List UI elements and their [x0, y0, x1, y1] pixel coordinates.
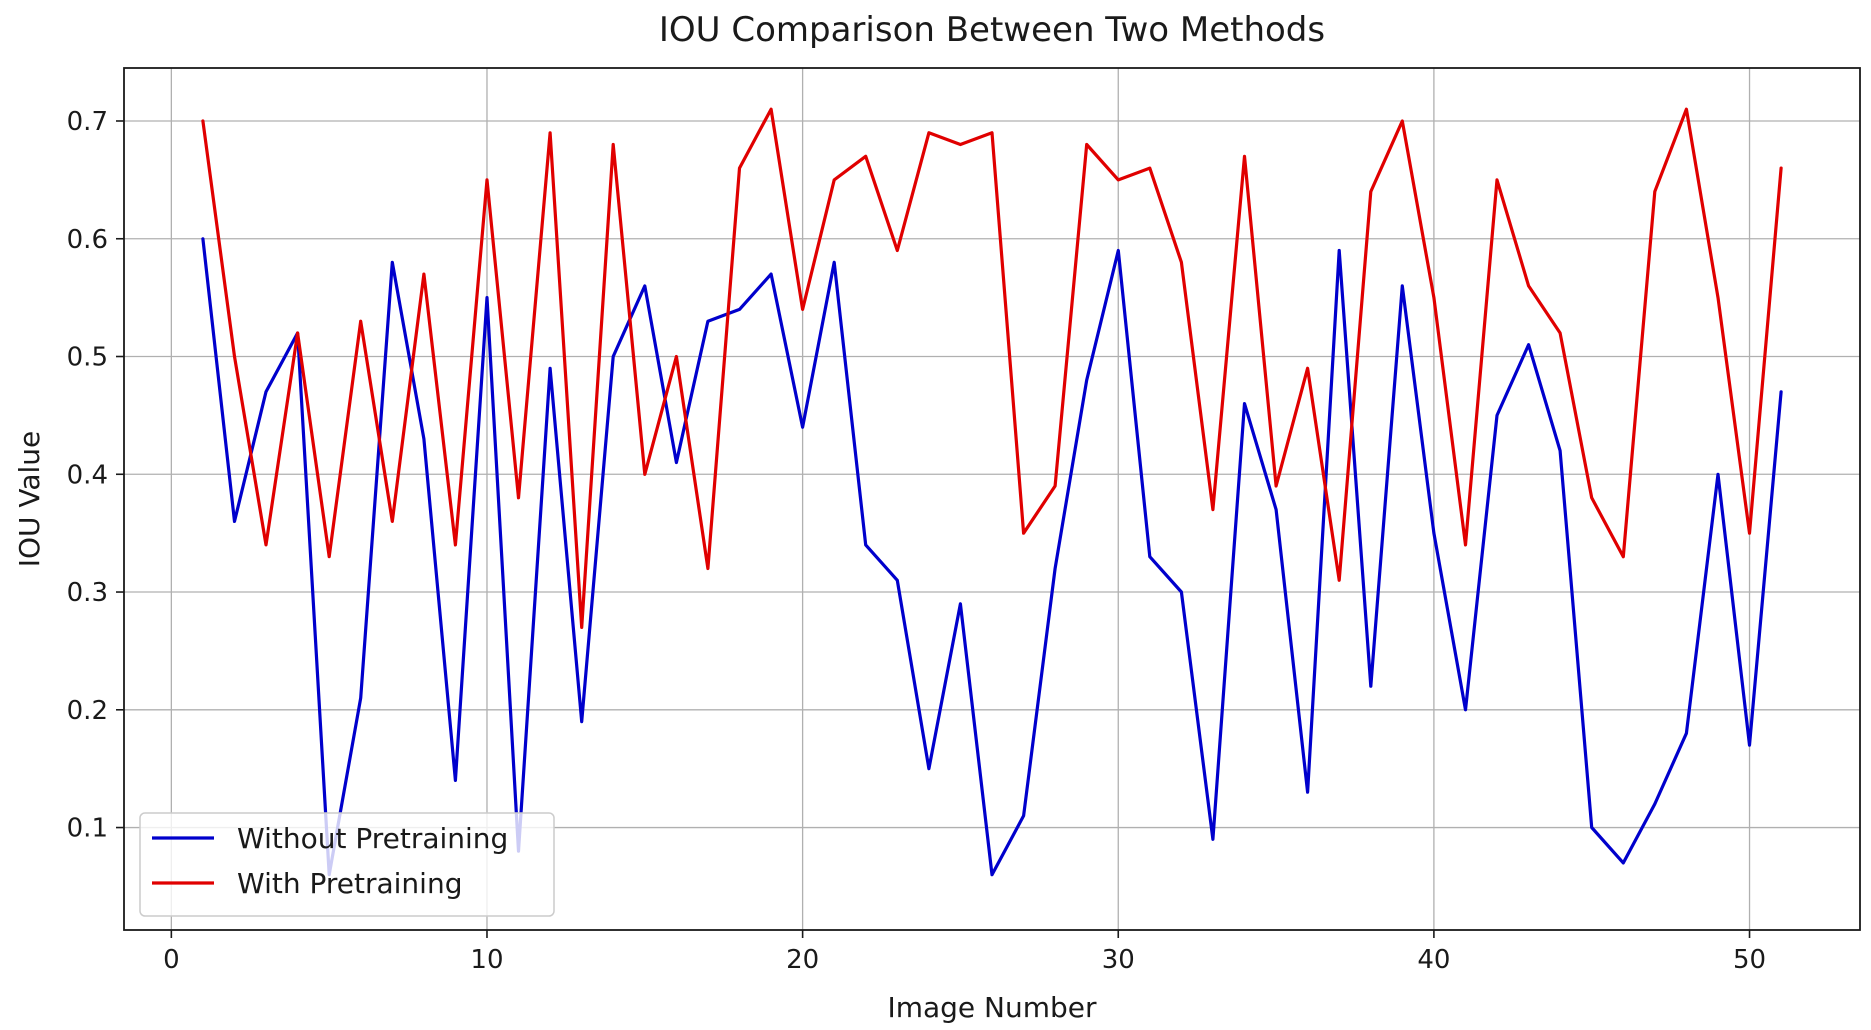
- series-layer: [201, 107, 1783, 877]
- x-tick-label: 0: [163, 945, 180, 975]
- x-tick-label: 20: [786, 945, 819, 975]
- legend-box: [139, 812, 555, 917]
- grid: [124, 68, 1860, 930]
- chart-title: IOU Comparison Between Two Methods: [659, 10, 1325, 50]
- legend-label-without-pretraining: Without Pretraining: [237, 822, 508, 855]
- x-tick-label: 10: [470, 945, 503, 975]
- y-tick-label: 0.2: [67, 696, 108, 726]
- y-tick-label: 0.4: [67, 460, 108, 490]
- x-tick-label: 50: [1733, 945, 1766, 975]
- y-axis-label: IOU Value: [13, 431, 46, 568]
- x-tick-label: 40: [1417, 945, 1450, 975]
- y-tick-label: 0.3: [67, 578, 108, 608]
- legend-label-with-pretraining: With Pretraining: [237, 867, 462, 900]
- plot-frame: [123, 67, 1861, 931]
- y-tick-label: 0.5: [67, 343, 108, 373]
- ticks: 0 10 20 30 40 50 0.1 0.2 0.3 0.4 0.5 0.6 0.7: [67, 107, 1766, 975]
- y-tick-label: 0.6: [67, 225, 108, 255]
- x-axis-label: Image Number: [887, 991, 1097, 1024]
- legend: Without Pretraining With Pretraining: [139, 812, 555, 917]
- series-line-without-pretraining: [201, 237, 1783, 877]
- y-tick-label: 0.7: [67, 107, 108, 137]
- y-tick-label: 0.1: [67, 814, 108, 844]
- x-tick-label: 30: [1102, 945, 1135, 975]
- series-line-with-pretraining: [201, 107, 1783, 630]
